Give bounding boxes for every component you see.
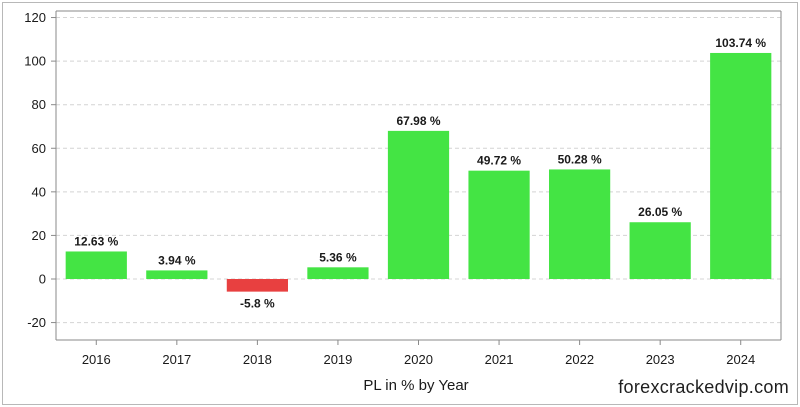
- data-label-2016: 12.63 %: [74, 234, 118, 248]
- data-label-2018: -5.8 %: [240, 297, 275, 311]
- data-label-2022: 50.28 %: [558, 152, 602, 166]
- x-axis-title: PL in % by Year: [363, 377, 468, 394]
- x-tick-label: 2019: [323, 352, 352, 367]
- x-tick-label: 2018: [243, 352, 272, 367]
- data-label-2021: 49.72 %: [477, 154, 521, 168]
- bar-2019: [307, 267, 369, 279]
- data-label-2024: 103.74 %: [715, 36, 766, 50]
- y-tick-label: 80: [32, 97, 46, 112]
- bar-2016: [65, 251, 127, 279]
- data-label-2023: 26.05 %: [638, 205, 682, 219]
- bar-2023: [629, 222, 691, 279]
- bar-2018: [226, 278, 288, 292]
- data-label-2019: 5.36 %: [319, 250, 357, 264]
- data-label-2017: 3.94 %: [158, 253, 196, 267]
- y-axis-ticks: -20 0 20 40 60 80 100 120: [24, 10, 56, 330]
- x-tick-label: 2021: [485, 352, 514, 367]
- y-tick-label: 40: [32, 184, 46, 199]
- bar-chart: -20 0 20 40 60 80 100 120 12.63 % 3.94 % -5.8 % 5.…: [24, 10, 782, 394]
- x-tick-label: 2022: [565, 352, 594, 367]
- data-label-2020: 67.98 %: [396, 114, 440, 128]
- x-tick-label: 2020: [404, 352, 433, 367]
- y-tick-label: 20: [32, 228, 46, 243]
- x-tick-label: 2023: [646, 352, 675, 367]
- bars: [65, 52, 772, 292]
- bar-2022: [549, 169, 611, 279]
- x-tick-label: 2016: [82, 352, 111, 367]
- watermark-text: forexcrackedvip.com: [618, 377, 789, 397]
- x-tick-label: 2017: [162, 352, 191, 367]
- bar-2021: [468, 170, 530, 279]
- bar-2017: [146, 270, 208, 279]
- bar-2020: [387, 130, 450, 279]
- x-tick-label: 2024: [726, 352, 755, 367]
- data-labels: 12.63 % 3.94 % -5.8 % 5.36 % 67.98 % 49.72 % 5…: [74, 36, 766, 311]
- y-tick-label: -20: [27, 315, 46, 330]
- x-axis-ticks: 2016 2017 2018 2019 2020 2021 2022 2023 2024: [82, 340, 755, 367]
- y-tick-label: 100: [24, 54, 46, 69]
- y-tick-label: 120: [24, 10, 46, 25]
- y-tick-label: 0: [39, 271, 46, 286]
- bar-2024: [710, 52, 772, 279]
- y-tick-label: 60: [32, 141, 46, 156]
